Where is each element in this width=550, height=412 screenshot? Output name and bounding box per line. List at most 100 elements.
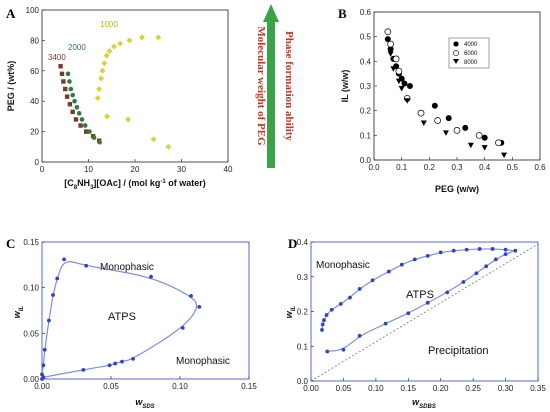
data-point-2000 bbox=[70, 92, 75, 98]
y-tick-label: 20 bbox=[30, 128, 39, 137]
data-point-1000 bbox=[106, 48, 113, 55]
y-tick-label: 0.05 bbox=[23, 329, 39, 338]
data-point-4000 bbox=[462, 124, 469, 131]
binodal-data-point bbox=[399, 262, 404, 267]
x-tick-label: 0.20 bbox=[433, 384, 449, 393]
binodal-data-point bbox=[477, 247, 482, 251]
y-tick-label: 0.0 bbox=[360, 156, 372, 165]
data-point-8000 bbox=[395, 78, 402, 85]
data-point-6000 bbox=[392, 55, 400, 63]
data-point-1000 bbox=[94, 95, 101, 102]
data-point-8000 bbox=[481, 145, 488, 151]
panel-d-dashed-line bbox=[310, 243, 539, 382]
y-tick-label: 0.1 bbox=[297, 342, 309, 351]
binodal-data-point bbox=[484, 264, 489, 269]
x-tick-label: 0.1 bbox=[396, 163, 408, 172]
binodal-data-point bbox=[47, 318, 51, 323]
binodal-data-point bbox=[51, 293, 55, 297]
data-point-1000 bbox=[101, 60, 108, 67]
y-tick-label: 0.3 bbox=[297, 273, 309, 282]
binodal-data-point bbox=[322, 318, 326, 323]
x-tick-label: 0.5 bbox=[507, 163, 519, 172]
binodal-data-point bbox=[490, 247, 495, 251]
binodal-data-point bbox=[62, 257, 66, 262]
y-tick-label: 0.0 bbox=[297, 377, 309, 386]
data-point-8000 bbox=[420, 120, 427, 126]
panel-d-region-precipitation: Precipitation bbox=[428, 345, 489, 357]
data-point-2000 bbox=[67, 79, 72, 84]
binodal-data-point bbox=[493, 257, 498, 262]
x-tick-label: 0.10 bbox=[172, 382, 188, 391]
y-tick-label: 40 bbox=[30, 97, 39, 106]
y-tick-label: 0.5 bbox=[360, 33, 372, 42]
binodal-data-point bbox=[131, 357, 135, 361]
data-point-1000 bbox=[96, 86, 103, 93]
y-tick-label: 0 bbox=[35, 158, 40, 167]
data-point-1000 bbox=[98, 75, 105, 82]
legend-marker-4000 bbox=[453, 41, 459, 47]
panel-b: B 0.0 0.1 0.2 0.3 0.4 0.5 0.6 0.00.10.20.30.40… bbox=[338, 6, 546, 194]
binodal-data-point bbox=[107, 363, 112, 368]
legend-label-8000: 8000 bbox=[464, 60, 478, 66]
x-tick-label: 0.35 bbox=[530, 384, 546, 393]
y-tick-label: 100 bbox=[26, 6, 40, 15]
binodal-data-point bbox=[149, 274, 153, 279]
y-tick-label: 0.15 bbox=[23, 238, 39, 247]
binodal-data-point bbox=[113, 361, 118, 366]
y-tick-label: 0.4 bbox=[360, 57, 372, 66]
binodal-data-point bbox=[425, 254, 430, 258]
binodal-data-point bbox=[197, 304, 202, 309]
panel-c-binodal-curve bbox=[41, 261, 198, 380]
binodal-data-point bbox=[55, 276, 60, 281]
data-point-3400 bbox=[73, 117, 79, 122]
data-point-2000 bbox=[65, 71, 71, 77]
data-point-1000 bbox=[150, 136, 157, 143]
panel-a-frame bbox=[41, 9, 229, 163]
panel-c-frame bbox=[41, 241, 250, 380]
panel-a-x-axis-label: [C8NH3][OAc] / (mol kg-1 of water) bbox=[64, 178, 206, 191]
data-point-3400 bbox=[83, 129, 89, 134]
binodal-data-point bbox=[189, 293, 193, 298]
binodal-data-point bbox=[329, 307, 334, 312]
x-tick-label: 0.15 bbox=[400, 384, 416, 393]
data-point-1000 bbox=[125, 116, 132, 123]
data-point-2000 bbox=[82, 123, 88, 128]
y-tick-label: 80 bbox=[30, 36, 39, 45]
binodal-data-point bbox=[324, 313, 329, 317]
x-tick-label: 0.05 bbox=[103, 382, 119, 391]
data-point-1000 bbox=[117, 40, 124, 47]
binodal-data-point bbox=[474, 271, 479, 276]
phase-formation-label: Phase formation ability bbox=[283, 31, 295, 141]
data-point-4000 bbox=[445, 115, 452, 122]
panel-b-label: B bbox=[338, 6, 347, 21]
binodal-data-point bbox=[438, 250, 443, 255]
x-tick-label: 0.0 bbox=[368, 163, 380, 172]
data-point-3400 bbox=[63, 86, 68, 92]
x-tick-label: 20 bbox=[131, 165, 140, 174]
data-point-6000 bbox=[384, 28, 392, 36]
data-point-4000 bbox=[481, 134, 488, 141]
data-point-4000 bbox=[401, 80, 408, 87]
binodal-data-point bbox=[503, 247, 508, 252]
panel-c-label: C bbox=[6, 236, 15, 251]
binodal-data-point bbox=[320, 322, 325, 327]
panel-b-points bbox=[384, 28, 508, 159]
panel-b-y-axis-label: IL (w/w) bbox=[340, 70, 350, 103]
data-point-8000 bbox=[501, 152, 508, 159]
binodal-data-point bbox=[81, 367, 86, 372]
binodal-data-point bbox=[406, 311, 411, 316]
data-point-8000 bbox=[387, 51, 394, 57]
data-point-2000 bbox=[91, 135, 97, 140]
panel-a-x-ticks: 0 10 20 30 40 bbox=[40, 159, 233, 174]
panel-c-region-atps: ATPS bbox=[108, 311, 136, 323]
data-point-3400 bbox=[58, 64, 63, 69]
binodal-data-point bbox=[41, 363, 46, 368]
data-point-3400 bbox=[67, 102, 73, 107]
panel-a-points bbox=[58, 34, 172, 150]
binodal-data-point bbox=[120, 359, 124, 364]
data-point-3400 bbox=[59, 71, 65, 77]
binodal-data-point bbox=[503, 252, 508, 257]
series-label-2000: 2000 bbox=[68, 43, 86, 52]
